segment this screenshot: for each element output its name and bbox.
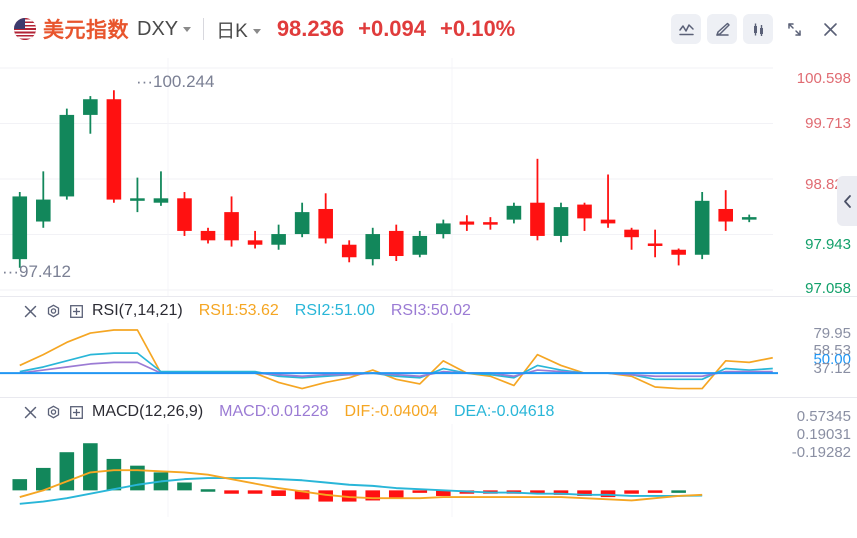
rsi-panel[interactable]: RSI(7,14,21) RSI1:53.62 RSI2:51.00 RSI3:… — [0, 297, 857, 397]
price-axis-label: 99.713 — [805, 115, 851, 132]
settings-icon[interactable] — [45, 404, 61, 420]
us-flag-icon — [14, 18, 36, 40]
chart-body: 100.598 99.713 98.828 97.943 97.058 ···100.2… — [0, 58, 857, 538]
macd-axis-label: 0.57345 — [796, 408, 851, 425]
close-icon[interactable] — [22, 404, 38, 420]
low-marker: ···97.412 — [2, 262, 71, 281]
macd-axis: 0.57345 0.19031 -0.19282 — [773, 398, 857, 517]
rsi-axis: 79.95 58.53 50.00 37.12 — [773, 297, 857, 397]
close-icon[interactable] — [22, 303, 38, 319]
rsi3-value: RSI3:50.02 — [390, 302, 471, 319]
chevron-down-icon — [252, 28, 261, 34]
macd-axis-label: -0.19282 — [791, 444, 851, 461]
chart-header: 美元指数 DXY 日K 98.236 +0.094 +0.10% — [0, 0, 857, 58]
macd-plot — [12, 424, 703, 517]
collapse-panel-button[interactable] — [837, 176, 857, 226]
symbol-name: 美元指数 — [43, 19, 129, 42]
panel-divider — [0, 397, 857, 398]
chevron-down-icon — [183, 26, 192, 32]
dif-value: DIF:-0.04004 — [344, 403, 438, 420]
price-axis-label: 97.943 — [805, 236, 851, 253]
expand-icon[interactable] — [68, 404, 84, 420]
chevron-left-icon — [843, 194, 851, 208]
rsi-axis-label: 79.95 — [813, 325, 851, 342]
price-axis-label: 97.058 — [805, 280, 851, 297]
price-change: +0.094 — [358, 16, 427, 41]
last-price: 98.236 — [276, 16, 345, 41]
candlestick-plot — [0, 58, 773, 296]
expand-icon[interactable] — [68, 303, 84, 319]
fullscreen-icon[interactable] — [779, 14, 809, 44]
price-panel[interactable]: 100.598 99.713 98.828 97.943 97.058 ···100.2… — [0, 58, 857, 297]
rsi-header: RSI(7,14,21) RSI1:53.62 RSI2:51.00 RSI3:… — [0, 297, 471, 325]
rsi2-value: RSI2:51.00 — [294, 302, 375, 319]
settings-icon[interactable] — [45, 303, 61, 319]
macd-axis-label: 0.19031 — [796, 426, 851, 443]
rsi1-value: RSI1:53.62 — [198, 302, 279, 319]
macd-header: MACD(12,26,9) MACD:0.01228 DIF:-0.04004 … — [0, 398, 554, 426]
period-label: 日K — [216, 20, 248, 42]
price-change-percent: +0.10% — [440, 16, 516, 41]
close-icon[interactable] — [815, 14, 845, 44]
rsi-axis-label: 50.00 — [813, 351, 851, 368]
macd-title: MACD(12,26,9) — [92, 403, 204, 420]
symbol-code-label: DXY — [137, 17, 179, 40]
draw-icon[interactable] — [707, 14, 737, 44]
rsi-axis-label: 37.12 — [813, 360, 851, 377]
rsi-title: RSI(7,14,21) — [92, 302, 183, 319]
rsi-axis-label: 58.53 — [813, 342, 851, 359]
candle-type-icon[interactable] — [743, 14, 773, 44]
macd-value: MACD:0.01228 — [219, 403, 329, 420]
rsi-plot — [0, 323, 778, 397]
indicator-icon[interactable] — [671, 14, 701, 44]
macd-panel[interactable]: MACD(12,26,9) MACD:0.01228 DIF:-0.04004 … — [0, 398, 857, 517]
chart-toolbar — [671, 14, 845, 44]
high-marker: ···100.244 — [136, 72, 215, 91]
period-selector[interactable]: 日K — [216, 16, 261, 43]
header-divider — [203, 18, 205, 40]
price-axis-label: 100.598 — [796, 70, 851, 87]
panel-divider — [0, 296, 857, 297]
symbol-code[interactable]: DXY — [137, 17, 192, 41]
dea-value: DEA:-0.04618 — [453, 403, 555, 420]
